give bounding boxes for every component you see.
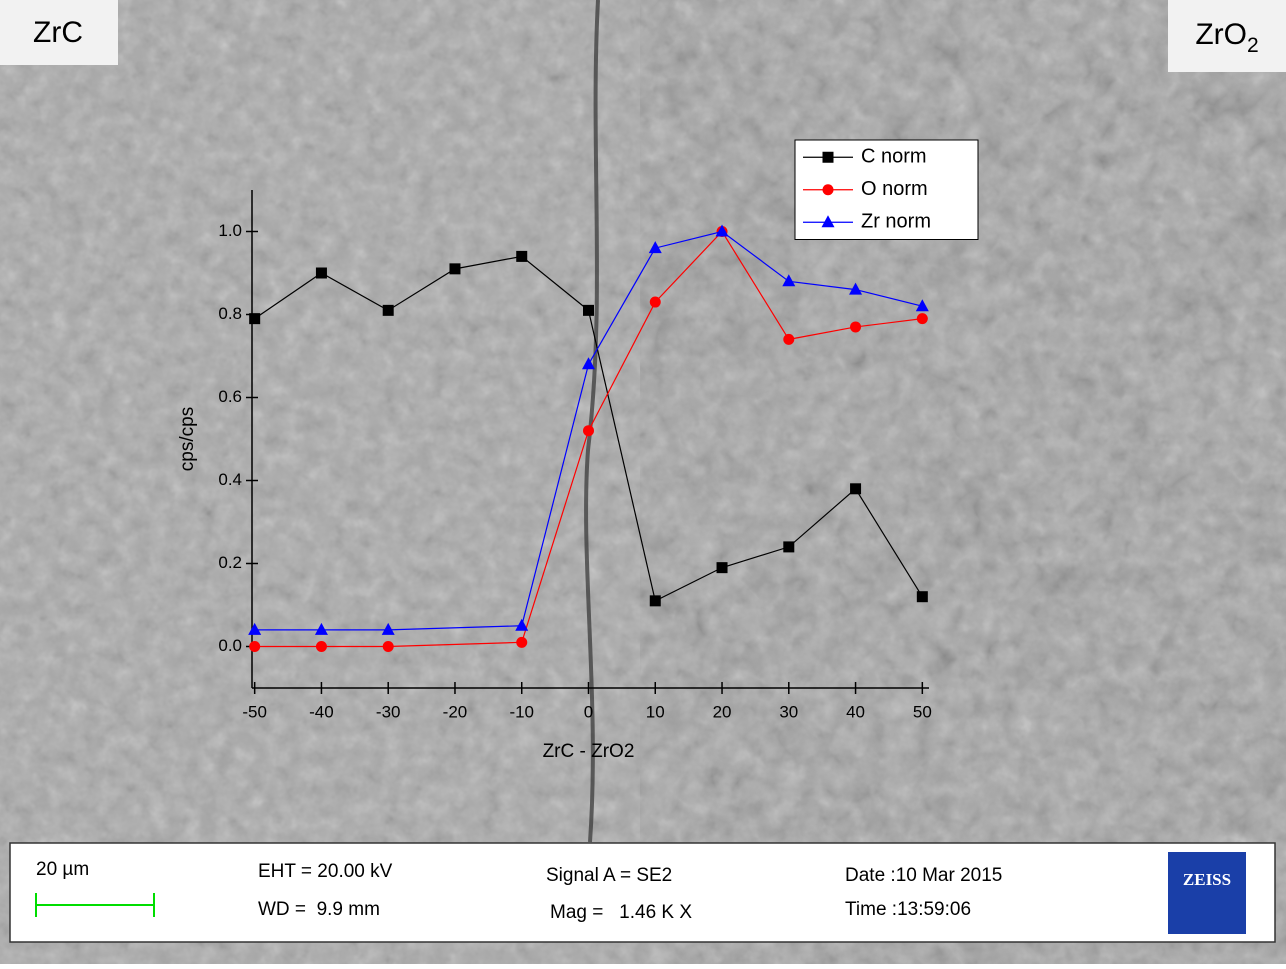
marker: [850, 483, 862, 495]
y-tick-label: 0.0: [218, 636, 242, 655]
marker: [583, 425, 594, 437]
legend-marker: [822, 184, 834, 196]
legend-marker: [821, 215, 835, 228]
marker: [314, 622, 328, 635]
x-tick-label: 50: [913, 702, 932, 721]
x-tick-label: -20: [443, 702, 468, 721]
info-bar: [9, 842, 1276, 943]
marker: [648, 241, 662, 254]
signal: Signal A = SE2: [546, 865, 672, 886]
corner-box: [1168, 0, 1286, 72]
marker: [516, 250, 528, 262]
marker: [916, 313, 928, 325]
y-tick-label: 0.8: [218, 304, 242, 323]
logo-box: [1168, 852, 1246, 934]
x-tick-label: 30: [779, 702, 798, 721]
x-tick-label: -30: [376, 702, 401, 721]
marker: [516, 636, 528, 648]
marker: [248, 622, 262, 635]
marker: [583, 304, 594, 316]
marker: [249, 313, 261, 325]
series-line: [254, 230, 923, 631]
eht: EHT = 20.00 kV: [258, 861, 393, 882]
date: Date :10 Mar 2015: [845, 865, 1002, 886]
y-tick-label: 1.0: [218, 221, 242, 240]
formula-base: ZrO: [1195, 18, 1247, 51]
marker: [782, 274, 796, 287]
x-tick-label: -50: [242, 702, 267, 721]
y-tick-label: 0.6: [218, 387, 242, 406]
x-tick-label: 0: [584, 702, 593, 721]
marker: [915, 299, 929, 312]
series-line: [254, 230, 923, 648]
y-tick-label: 0.2: [218, 553, 242, 572]
corner-box: [0, 0, 118, 65]
marker: [515, 618, 529, 631]
marker: [715, 224, 729, 237]
marker: [716, 562, 728, 574]
x-tick-label: 40: [846, 702, 865, 721]
marker: [315, 267, 327, 279]
x-tick-label: 20: [713, 702, 732, 721]
time: Time :13:59:06: [845, 899, 971, 920]
mag: Mag = 1.46 K X: [550, 902, 692, 923]
marker: [783, 333, 795, 345]
legend: C norm O norm Zr norm: [794, 139, 979, 240]
marker: [381, 622, 395, 635]
legend-label: C norm: [861, 146, 927, 168]
formula-sub: 2: [1247, 34, 1259, 57]
legend-label: O norm: [861, 178, 928, 200]
marker: [916, 591, 928, 603]
wd: WD = 9.9 mm: [258, 899, 380, 920]
marker: [582, 357, 595, 370]
legend-label: Zr norm: [861, 211, 931, 233]
legend-marker: [822, 151, 834, 163]
x-tick-label: -40: [309, 702, 334, 721]
scale-label: 20 µm: [36, 859, 89, 880]
marker: [649, 595, 661, 607]
x-tick-label: 10: [646, 702, 665, 721]
logo: ZEISS: [1183, 870, 1231, 889]
crack: [584, 0, 600, 843]
corner-label: ZrC: [33, 16, 83, 49]
x-tick-label: -10: [509, 702, 534, 721]
plot: 0.0 0.2 0.4 0.6 0.8 1.0 -50 -40 -30 -20 -10 0 10 20 30…: [177, 139, 979, 762]
marker: [382, 641, 394, 652]
marker: [382, 304, 394, 316]
marker: [249, 641, 261, 652]
x-axis-label: ZrC - ZrO2: [543, 741, 635, 762]
marker: [449, 263, 461, 275]
y-axis-label: cps/cps: [177, 407, 198, 471]
y-tick-label: 0.4: [218, 470, 242, 489]
marker: [315, 641, 327, 652]
marker: [849, 282, 863, 295]
marker: [850, 321, 862, 333]
marker: [649, 296, 661, 308]
corner-label: ZrO2: [1195, 18, 1258, 57]
marker: [783, 541, 795, 553]
